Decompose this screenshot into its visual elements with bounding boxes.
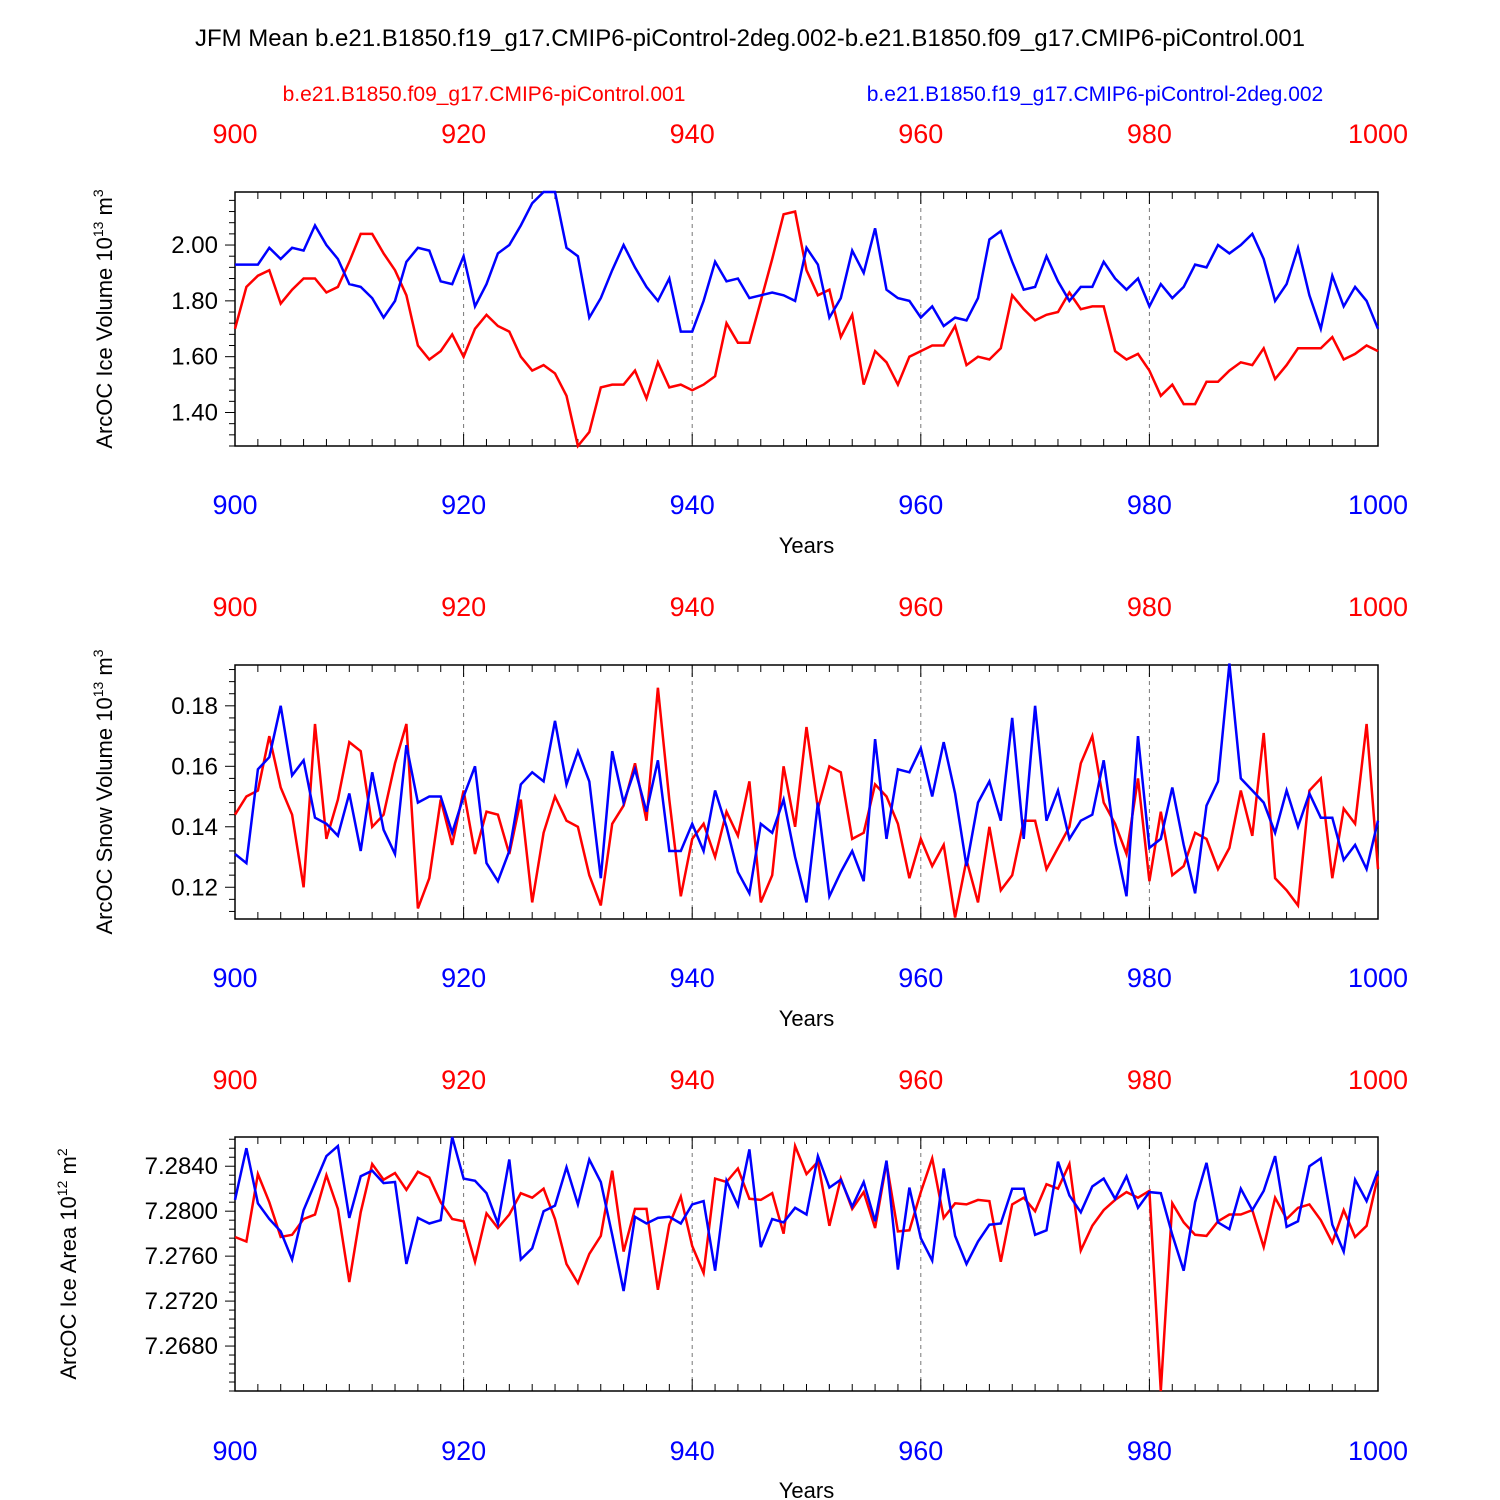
y-axis-label: ArcOC Ice Area 1012 m2 [54,1148,81,1379]
y-tick-label: 7.2680 [145,1333,218,1360]
x-tick-label-top: 1000 [1348,1065,1408,1095]
y-tick-label: 7.2840 [145,1153,218,1180]
x-tick-label-top: 940 [670,1065,715,1095]
panel-ice-volume: 900 900 920 920 940 940 960 960 980 980 1000 1000 1.… [90,119,1408,558]
x-tick-label-top: 960 [898,592,943,622]
x-tick-label-bottom: 900 [212,963,257,993]
x-tick-label-bottom: 960 [898,963,943,993]
plot-frame [234,191,1379,447]
x-tick-label-top: 980 [1127,1065,1172,1095]
x-tick-label-bottom: 980 [1127,490,1172,520]
x-tick-label-top: 920 [441,1065,486,1095]
legend-blue-label: b.e21.B1850.f19_g17.CMIP6-piControl-2deg… [867,83,1323,106]
panel-ice-area: 900 900 920 920 940 940 960 960 980 980 1000 1000 7.… [54,1065,1408,1500]
x-tick-label-top: 900 [212,119,257,149]
y-tick-label: 7.2800 [145,1198,218,1225]
x-tick-label-bottom: 960 [898,490,943,520]
y-tick-label: 0.12 [171,874,218,901]
x-tick-label-bottom: 960 [898,1436,943,1466]
x-tick-label-top: 940 [670,592,715,622]
x-tick-label-bottom: 940 [670,1436,715,1466]
x-tick-label-bottom: 920 [441,1436,486,1466]
x-tick-label-bottom: 900 [212,490,257,520]
figure-title: JFM Mean b.e21.B1850.f19_g17.CMIP6-piCon… [195,25,1305,52]
y-tick-label: 1.60 [171,344,218,371]
x-tick-label-bottom: 980 [1127,1436,1172,1466]
x-tick-label-top: 980 [1127,592,1172,622]
plot-frame [234,664,1379,920]
x-tick-label-top: 960 [898,119,943,149]
x-tick-label-bottom: 920 [441,963,486,993]
x-tick-label-bottom: 980 [1127,963,1172,993]
x-tick-label-bottom: 1000 [1348,963,1408,993]
x-axis-label: Years [779,1006,834,1031]
x-axis-label: Years [779,533,834,558]
series-line-red [233,687,1380,918]
series-line-blue [235,190,1380,334]
y-tick-label: 1.40 [171,400,218,427]
series-line-red [233,209,1379,449]
series-line-red [234,1141,1380,1392]
x-axis-label: Years [779,1478,834,1500]
x-tick-label-bottom: 920 [441,490,486,520]
y-axis-label: ArcOC Snow Volume 1013 m3 [90,649,117,934]
series-line-blue [234,663,1380,903]
y-tick-label: 1.80 [171,288,218,315]
x-tick-label-bottom: 1000 [1348,1436,1408,1466]
x-tick-label-top: 900 [212,1065,257,1095]
x-tick-label-top: 920 [441,592,486,622]
panel-snow-volume: 900 900 920 920 940 940 960 960 980 980 1000 1000 0.… [90,592,1408,1031]
legend-red-label: b.e21.B1850.f09_g17.CMIP6-piControl.001 [283,83,686,106]
x-tick-label-bottom: 1000 [1348,490,1408,520]
x-tick-label-bottom: 940 [670,490,715,520]
y-tick-label: 0.18 [171,693,218,720]
y-tick-label: 0.16 [171,753,218,780]
y-axis-label: ArcOC Ice Volume 1013 m3 [90,189,117,449]
y-tick-label: 7.2720 [145,1288,218,1315]
y-tick-label: 0.14 [171,814,218,841]
x-tick-label-top: 1000 [1348,592,1408,622]
x-tick-label-bottom: 900 [212,1436,257,1466]
x-tick-label-top: 940 [670,119,715,149]
x-tick-label-top: 980 [1127,119,1172,149]
series-line-blue [233,1136,1380,1292]
x-tick-label-bottom: 940 [670,963,715,993]
x-tick-label-top: 1000 [1348,119,1408,149]
x-tick-label-top: 900 [212,592,257,622]
x-tick-label-top: 960 [898,1065,943,1095]
y-tick-label: 2.00 [171,232,218,259]
x-tick-label-top: 920 [441,119,486,149]
plot-frame [234,1136,1379,1392]
y-tick-label: 7.2760 [145,1243,218,1270]
